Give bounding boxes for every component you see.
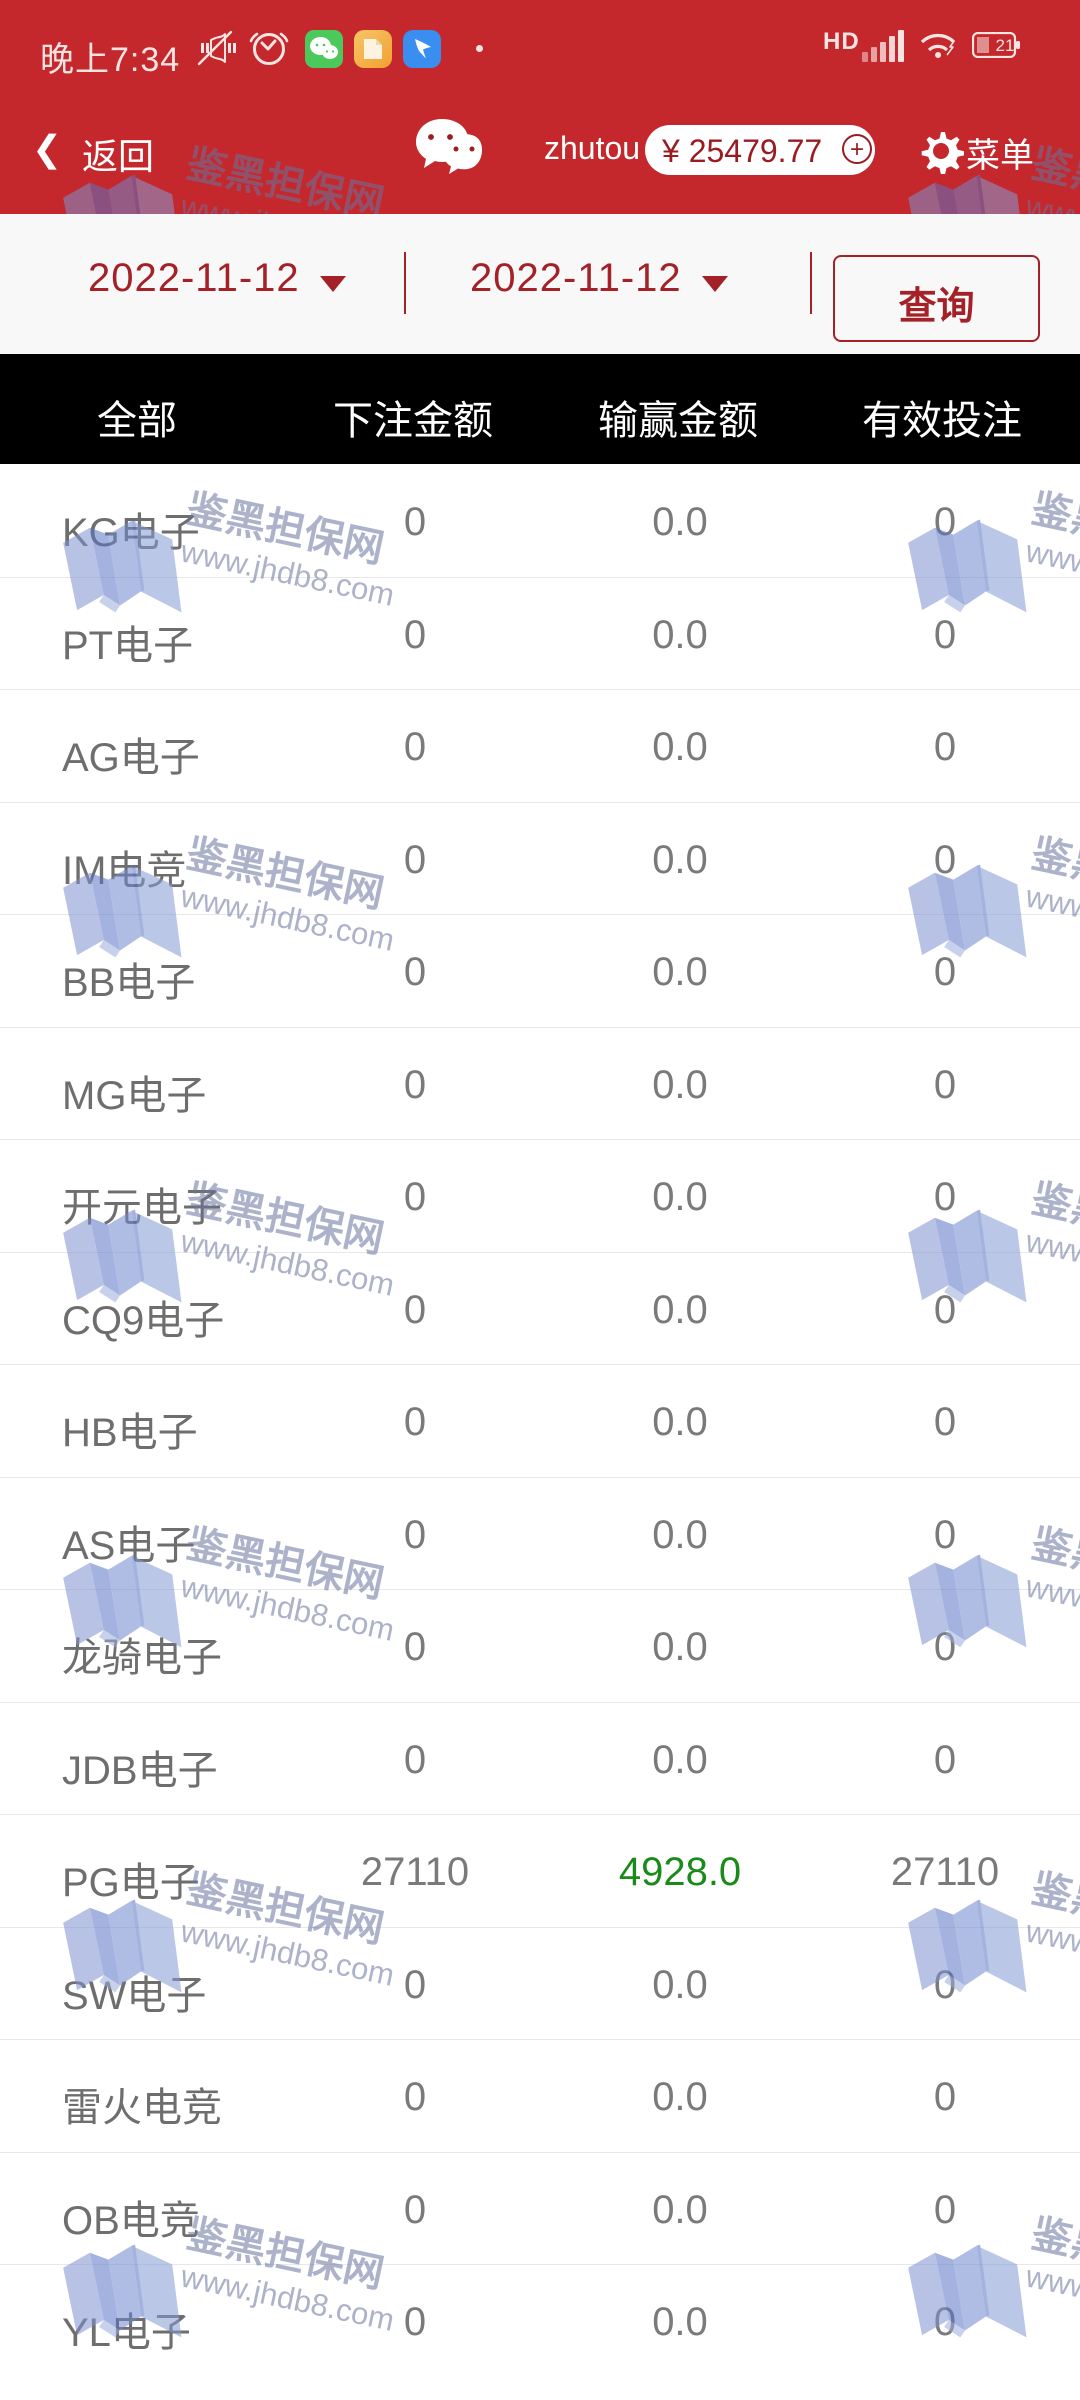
svg-text:21: 21 [996, 36, 1015, 55]
